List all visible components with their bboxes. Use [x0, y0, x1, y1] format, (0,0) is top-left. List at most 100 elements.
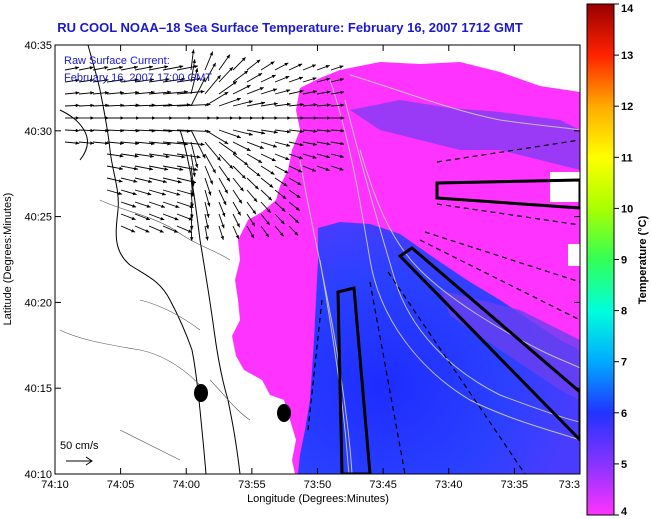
- current-vector-head: [313, 142, 317, 146]
- current-vector-head: [165, 154, 170, 159]
- current-vector-head: [177, 179, 182, 184]
- current-vector-head: [220, 235, 224, 240]
- current-vector-head: [179, 167, 184, 171]
- current-vector-head: [224, 140, 229, 144]
- current-vector-head: [75, 116, 80, 120]
- current-vector-head: [340, 103, 345, 107]
- current-vector-head: [244, 70, 249, 75]
- current-vector-head: [284, 169, 289, 174]
- current-vector-head: [174, 217, 179, 221]
- current-vector-head: [273, 130, 278, 134]
- current-vector-head: [221, 224, 225, 229]
- current-vector-head: [281, 207, 286, 212]
- current-vector-head: [298, 155, 303, 160]
- current-vector-head: [268, 196, 272, 201]
- current-vector-head: [272, 144, 277, 148]
- current-vector-head: [200, 142, 205, 147]
- current-vector-head: [90, 103, 95, 108]
- current-vector-head: [298, 63, 303, 68]
- colorbar-tick-label: 12: [621, 101, 633, 113]
- current-vector-head: [75, 141, 80, 145]
- current-vector-head: [209, 180, 213, 185]
- current-vector-head: [300, 116, 305, 120]
- current-vector: [176, 90, 205, 95]
- current-vector-head: [164, 167, 169, 171]
- current-vector: [204, 62, 217, 83]
- transect-boxes: [336, 178, 580, 474]
- current-vector: [190, 59, 196, 83]
- current-vector-head: [175, 204, 180, 208]
- current-vector: [218, 141, 238, 155]
- current-vector-head: [248, 132, 253, 136]
- current-vector: [190, 153, 196, 177]
- current-vector-head: [119, 78, 124, 82]
- colorbar-tick-label: 11: [621, 152, 633, 164]
- current-vector-head: [271, 74, 276, 79]
- current-vector-head: [326, 142, 331, 146]
- current-vector-head: [340, 141, 345, 146]
- current-vector-head: [145, 229, 150, 233]
- y-tick-label: 40:30: [24, 126, 52, 138]
- current-vector: [162, 91, 188, 95]
- current-vector-head: [253, 197, 258, 202]
- current-vector-head: [300, 129, 304, 134]
- current-vector-head: [238, 199, 242, 204]
- current-vector: [148, 91, 172, 95]
- current-vector-head: [297, 181, 302, 186]
- current-vector-head: [75, 66, 79, 70]
- current-vector-head: [194, 64, 198, 69]
- colorbar-tick-label: 6: [621, 408, 627, 420]
- current-vector-head: [89, 78, 94, 83]
- colorbar-tick-label: 14: [621, 3, 634, 15]
- colorbar: [586, 3, 615, 516]
- current-vector-head: [161, 204, 166, 208]
- current-vector-head: [89, 66, 94, 70]
- current-vector-head: [105, 91, 109, 95]
- current-vector-head: [147, 192, 152, 196]
- current-vector-head: [104, 66, 109, 70]
- current-vector-head: [105, 103, 109, 108]
- current-vector-head: [75, 78, 80, 83]
- x-tick-label: 74:05: [107, 479, 135, 491]
- current-vector-head: [90, 116, 95, 120]
- current-vector-head: [119, 65, 123, 70]
- current-vector-head: [229, 67, 233, 72]
- current-vector-head: [311, 168, 316, 172]
- current-vector-head: [181, 154, 186, 159]
- current-vector-head: [192, 172, 196, 177]
- current-vector-head: [273, 102, 278, 106]
- current-vector-head: [105, 128, 109, 133]
- current-vector: [176, 129, 211, 133]
- x-tick-label: 73:50: [304, 479, 332, 491]
- no-data-patch: [568, 244, 580, 266]
- current-vector-head: [286, 102, 291, 107]
- current-vector-head: [134, 65, 138, 70]
- current-vector-head: [196, 77, 201, 81]
- current-vector-head: [340, 129, 345, 133]
- current-vector-head: [162, 179, 167, 184]
- current-vector: [162, 78, 186, 83]
- legend-timestamp: February 16, 2007 17:00 GMT: [64, 72, 212, 84]
- current-vector-head: [119, 154, 124, 158]
- current-vector-head: [237, 211, 241, 216]
- current-vector: [176, 141, 205, 146]
- current-vector-head: [272, 88, 277, 92]
- current-vector-head: [270, 171, 275, 175]
- current-vector-head: [118, 191, 123, 196]
- current-vector-head: [296, 194, 301, 198]
- current-vector-head: [118, 179, 123, 183]
- current-vector-head: [201, 154, 206, 159]
- current-vector-head: [149, 65, 153, 69]
- current-vector-head: [270, 61, 275, 65]
- sst-mid-region: [350, 100, 580, 170]
- current-vector-head: [206, 202, 211, 207]
- current-vector: [218, 129, 241, 139]
- current-vector-head: [271, 157, 276, 162]
- current-vector: [218, 97, 241, 107]
- current-vector-head: [223, 201, 227, 206]
- current-vector-head: [148, 179, 153, 183]
- current-vector-head: [252, 210, 256, 215]
- current-vector-head: [284, 62, 289, 67]
- current-vector-head: [201, 77, 206, 82]
- x-axis-label: Longitude (Degrees:Minutes): [247, 493, 389, 505]
